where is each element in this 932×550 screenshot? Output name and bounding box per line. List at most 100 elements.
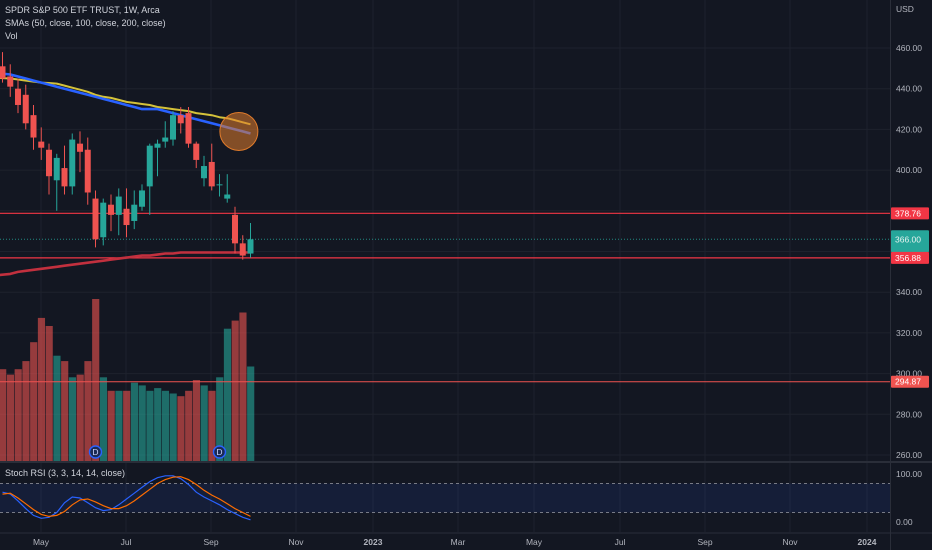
sma100-line (0, 76, 251, 126)
candle-body[interactable] (123, 208, 130, 226)
candle-body[interactable] (7, 76, 14, 87)
candle-body[interactable] (185, 113, 192, 144)
last-price-tag-bg (891, 230, 929, 253)
candle-body[interactable] (139, 190, 145, 207)
volume-bar (239, 312, 247, 461)
candle-body[interactable] (0, 66, 6, 79)
stoch-d-line (2, 476, 251, 518)
candle-body[interactable] (224, 194, 231, 199)
level-tag-lower-text: 356.88 (895, 253, 921, 263)
volume-bar (37, 317, 46, 461)
last-price-tag[interactable]: 366.00 (891, 230, 929, 253)
candle-body[interactable] (15, 88, 21, 105)
volume-bar (138, 385, 146, 461)
candle-body[interactable] (247, 239, 254, 254)
candle-body[interactable] (22, 94, 29, 124)
candle-body[interactable] (77, 143, 83, 152)
sma200-line (0, 251, 251, 277)
candle-body[interactable] (177, 115, 184, 124)
price-tick-label: 460.00 (896, 43, 922, 53)
volume-level-tag-text: 294.87 (895, 377, 921, 387)
time-tick-label: Mar (451, 537, 466, 547)
candle-body[interactable] (53, 157, 60, 181)
time-tick-label: Jul (615, 537, 626, 547)
candle-body[interactable] (208, 161, 215, 187)
level-tag-lower[interactable]: 356.88 (891, 251, 929, 264)
sma-legend[interactable]: SMAs (50, close, 100, close, 200, close) (5, 18, 166, 28)
stoch-rsi-legend[interactable]: Stoch RSI (3, 3, 14, 14, close) (5, 468, 126, 478)
last-price-tag-text: 366.00 (895, 234, 921, 244)
candle-body[interactable] (239, 243, 246, 256)
candle-body[interactable] (154, 143, 161, 148)
candle-body[interactable] (232, 214, 238, 244)
candle-body[interactable] (108, 204, 114, 215)
volume-bar (99, 377, 108, 461)
highlight-circle[interactable] (219, 111, 259, 151)
volume-bar (223, 328, 232, 461)
price-tick-label: 300.00 (896, 369, 922, 379)
candle-body[interactable] (201, 166, 207, 179)
candle-body[interactable] (92, 198, 99, 240)
volume-bar (6, 374, 15, 461)
volume-level-tag[interactable]: 294.87 (891, 375, 929, 388)
time-tick-label: Nov (288, 537, 304, 547)
candle-body[interactable] (216, 184, 223, 186)
volume-bar (192, 380, 201, 461)
volume-bar (53, 355, 61, 461)
volume-bar (130, 382, 139, 461)
volume-bar (61, 361, 69, 461)
price-tick-label: 420.00 (896, 124, 922, 134)
volume-bar (123, 390, 131, 461)
volume-bar (76, 374, 84, 461)
volume-bar (154, 388, 162, 461)
level-tag-upper-text: 378.76 (895, 208, 921, 218)
candle-body[interactable] (131, 204, 138, 221)
volume-bar (247, 366, 255, 461)
candle-body[interactable] (170, 115, 176, 140)
volume-bar (22, 361, 30, 461)
volume-level-tag-bg (891, 375, 929, 388)
time-tick-label: May (526, 537, 543, 547)
price-axis-currency: USD (896, 4, 914, 14)
price-tick-label: 320.00 (896, 328, 922, 338)
volume-bar (115, 390, 123, 461)
stoch-tick-label: 0.00 (896, 517, 913, 527)
volume-bar (45, 326, 53, 461)
volume-bar (0, 369, 7, 461)
volume-bar (92, 299, 100, 461)
candle-body[interactable] (84, 149, 91, 193)
stoch-tick-label: 100.00 (896, 469, 922, 479)
candle-body[interactable] (46, 149, 52, 177)
volume-bar (169, 393, 177, 461)
price-tick-label: 280.00 (896, 409, 922, 419)
time-tick-label: May (33, 537, 50, 547)
volume-bar (68, 377, 77, 461)
candle-body[interactable] (115, 196, 122, 215)
volume-bar (146, 390, 154, 461)
time-tick-label: Sep (203, 537, 218, 547)
level-tag-upper-bg (891, 207, 929, 220)
candle-body[interactable] (30, 115, 37, 138)
candle-body[interactable] (100, 202, 107, 238)
volume-bar (208, 390, 216, 461)
dividend-marker-circle (212, 445, 227, 459)
candle-body[interactable] (69, 139, 76, 187)
volume-bar (84, 361, 92, 461)
dividend-marker-label: D (216, 447, 222, 457)
dividend-marker[interactable]: D (212, 445, 227, 459)
stoch-band (0, 483, 890, 513)
level-tag-upper[interactable]: 378.76 (891, 207, 929, 220)
dividend-marker-label: D (92, 447, 98, 457)
candle-body[interactable] (193, 143, 200, 160)
volume-bar (161, 390, 170, 461)
candle-body[interactable] (162, 137, 169, 142)
candle-body[interactable] (146, 145, 153, 187)
symbol-legend[interactable]: SPDR S&P 500 ETF TRUST, 1W, Arca (5, 5, 160, 15)
candle-body[interactable] (61, 168, 68, 187)
dividend-marker[interactable]: D (88, 445, 103, 459)
candle-body[interactable] (38, 141, 45, 148)
price-tick-label: 440.00 (896, 84, 922, 94)
volume-legend[interactable]: Vol (5, 31, 18, 41)
